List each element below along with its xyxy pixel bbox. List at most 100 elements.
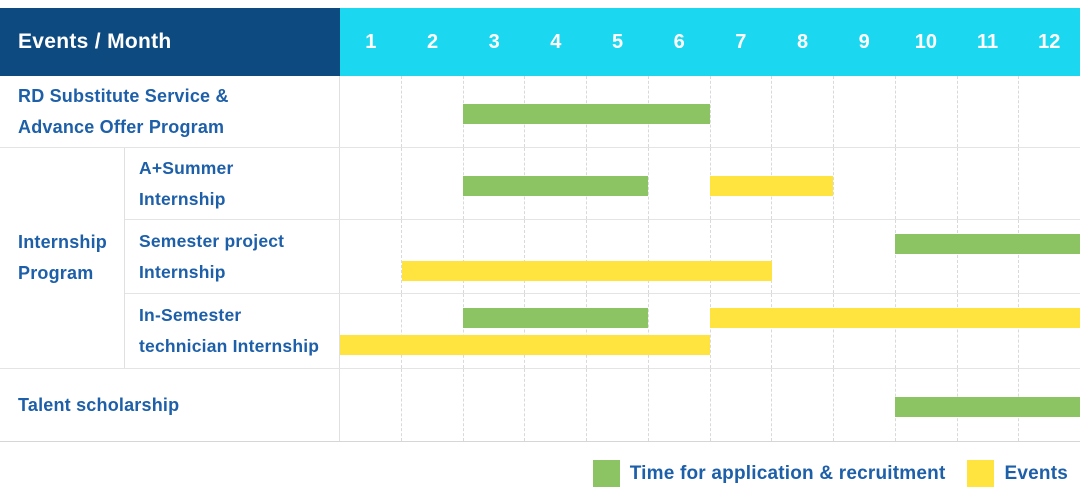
month-cell (956, 294, 1019, 368)
month-label: 1 (365, 30, 377, 53)
month-cell (400, 294, 463, 368)
row-label-line: A+Summer (139, 157, 234, 178)
legend-swatch-yellow (967, 460, 995, 487)
row-label-line: Talent scholarship (18, 394, 180, 415)
header-events-month-cell: Events / Month (0, 8, 340, 76)
month-cell (894, 76, 957, 147)
month-cell (340, 76, 401, 147)
table-row-talent-scholarship: Talent scholarship (0, 369, 1080, 442)
month-cell (400, 220, 463, 293)
month-cell (462, 369, 525, 441)
month-header: 1 2 3 4 5 6 7 8 9 10 11 12 (340, 8, 1080, 76)
legend: Time for application & recruitment Event… (592, 460, 1068, 487)
month-label: 6 (673, 30, 685, 53)
row-label-line: RD Substitute Service & (18, 85, 229, 106)
month-cell (833, 220, 895, 293)
row-label-line: Advance Offer Program (18, 116, 225, 137)
legend-label: Time for application & recruitment (629, 462, 946, 484)
month-grid (340, 148, 1080, 219)
month-cell (586, 220, 648, 293)
schedule-table: Events / Month 1 2 3 4 5 6 7 8 9 10 11 12 RD Substi… (0, 8, 1080, 442)
row-label-line: technician Internship (139, 336, 320, 356)
month-cell (647, 220, 710, 293)
month-cell (709, 369, 772, 441)
month-cell (462, 76, 525, 147)
month-cell (340, 294, 401, 368)
month-cell (462, 220, 525, 293)
row-label-line: Internship (139, 188, 226, 209)
group-label-line: Internship (18, 232, 108, 252)
gantt-bar-green (895, 234, 1080, 254)
month-cell (771, 294, 833, 368)
month-cell (647, 148, 710, 219)
gantt-bar-green (463, 103, 710, 124)
month-cell (586, 369, 648, 441)
month-cell (524, 294, 586, 368)
month-cell (956, 76, 1019, 147)
month-cell (340, 148, 401, 219)
month-cell (647, 369, 710, 441)
legend-swatch-green (592, 460, 620, 487)
gantt-bar-yellow (401, 261, 772, 281)
month-cell (956, 148, 1019, 219)
month-label: 11 (976, 30, 999, 53)
month-cell (462, 294, 525, 368)
month-cell (400, 76, 463, 147)
month-cell (709, 76, 772, 147)
month-cell (586, 294, 648, 368)
month-cell (1018, 148, 1080, 219)
legend-item-application: Time for application & recruitment (592, 460, 946, 487)
month-cell (709, 294, 772, 368)
row-label-line: Internship (139, 261, 226, 282)
month-cell (709, 220, 772, 293)
month-cell (400, 369, 463, 441)
month-label: 5 (611, 30, 624, 53)
gantt-bar-yellow (710, 308, 1080, 328)
row-label-line: Semester project (139, 230, 285, 251)
row-label: Semester project Internship (125, 220, 340, 293)
month-cell (1018, 76, 1080, 147)
table-header-row: Events / Month 1 2 3 4 5 6 7 8 9 10 11 12 (0, 8, 1080, 76)
month-label: 8 (796, 30, 809, 53)
month-cell (340, 369, 401, 441)
gantt-bar-yellow (340, 335, 710, 355)
month-cell (833, 148, 895, 219)
month-label: 3 (488, 30, 500, 53)
row-label: A+Summer Internship (125, 148, 340, 219)
month-label: 10 (914, 30, 937, 53)
month-cell (647, 294, 710, 368)
table-row-rd-substitute: RD Substitute Service & Advance Offer Pr… (0, 76, 1080, 148)
group-label-line: Program (18, 263, 94, 283)
row-label: Talent scholarship (0, 369, 340, 441)
month-cell (771, 220, 833, 293)
month-label: 2 (426, 30, 439, 53)
month-cell (709, 148, 772, 219)
month-cell (1018, 220, 1080, 293)
month-cell (771, 76, 833, 147)
month-grid (340, 220, 1080, 293)
table-row-semester-project: Semester project Internship (125, 220, 1080, 294)
table-row-a-summer: A+Summer Internship (125, 148, 1080, 220)
gantt-bar-green (463, 308, 649, 328)
month-cell (340, 220, 401, 293)
month-cell (524, 369, 586, 441)
month-cell (894, 148, 957, 219)
group-subrows: A+Summer Internship Semester project Int… (125, 148, 1080, 368)
month-grid (340, 294, 1080, 368)
row-label: RD Substitute Service & Advance Offer Pr… (0, 76, 340, 147)
legend-label: Events (1004, 462, 1068, 484)
month-cell (524, 220, 586, 293)
month-label: 7 (735, 30, 747, 53)
month-label: 9 (858, 30, 870, 53)
month-cell (462, 148, 525, 219)
gantt-bar-yellow (710, 175, 834, 196)
month-cell (1018, 294, 1080, 368)
month-label: 4 (550, 30, 562, 53)
row-label: In-Semester technician Internship (125, 294, 340, 368)
month-cell (956, 220, 1019, 293)
month-grid (340, 76, 1080, 147)
month-cell (894, 220, 957, 293)
legend-item-events: Events (967, 460, 1068, 487)
month-cell (400, 148, 463, 219)
